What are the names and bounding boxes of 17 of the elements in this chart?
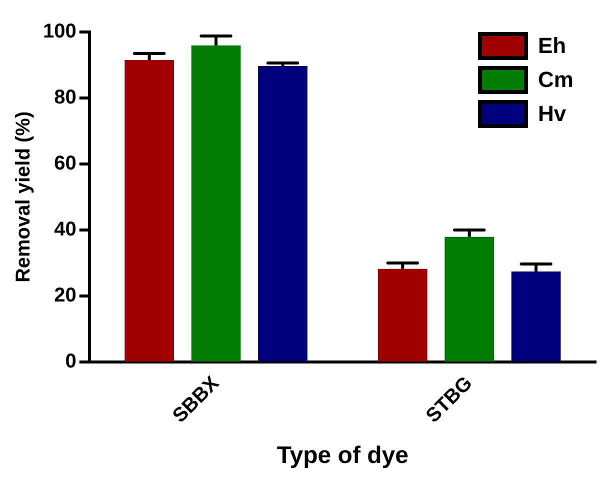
y-tick-label: 20	[54, 284, 76, 306]
legend-label: Eh	[538, 33, 566, 58]
legend-label: Hv	[538, 101, 567, 126]
y-tick-label: 0	[65, 350, 76, 372]
y-tick-label: 60	[54, 152, 76, 174]
bar	[378, 268, 428, 362]
y-tick-label: 80	[54, 86, 76, 109]
y-axis-title: Removal yield (%)	[12, 111, 35, 283]
bar	[444, 236, 494, 362]
y-tick-label: 40	[54, 218, 76, 240]
y-tick-label: 100	[42, 20, 76, 43]
bar	[191, 46, 241, 362]
x-axis-title: Type of dye	[276, 442, 408, 470]
legend-label: Cm	[538, 67, 574, 92]
bar	[258, 66, 308, 362]
bar	[124, 60, 174, 362]
bar	[511, 272, 561, 362]
